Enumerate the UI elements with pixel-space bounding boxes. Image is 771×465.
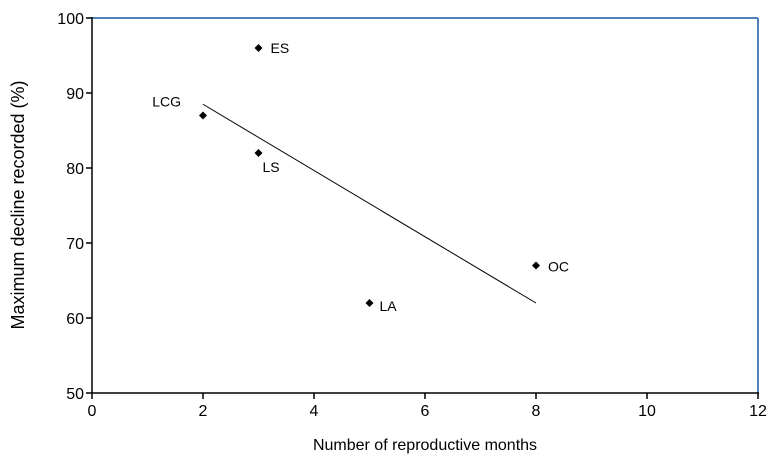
- point: [254, 44, 263, 52]
- point-label: LCG: [152, 94, 181, 110]
- point: [365, 299, 374, 307]
- y-tick-label: 60: [66, 311, 84, 328]
- point: [254, 149, 263, 157]
- y-tick-label: 80: [66, 161, 84, 178]
- y-axis-title: Maximum decline recorded (%): [8, 80, 28, 329]
- x-tick-label: 10: [638, 403, 656, 420]
- y-tick-label: 50: [66, 386, 84, 403]
- y-tick-label: 70: [66, 236, 84, 253]
- x-tick-label: 2: [199, 403, 208, 420]
- x-tick-label: 6: [421, 403, 430, 420]
- point: [532, 261, 540, 270]
- y-tick-label: 90: [66, 86, 84, 103]
- point-label: LA: [380, 298, 398, 314]
- trendline: [202, 103, 537, 304]
- point-label: ES: [271, 40, 290, 56]
- x-tick-label: 8: [532, 403, 541, 420]
- point-label: LS: [263, 159, 280, 175]
- x-tick-label: 0: [88, 403, 97, 420]
- x-tick-label: 12: [749, 403, 767, 420]
- point-label: OC: [548, 259, 569, 275]
- point: [199, 111, 207, 120]
- y-tick-label: 100: [57, 11, 84, 28]
- x-axis-title: Number of reproductive months: [313, 437, 537, 454]
- x-tick-label: 4: [310, 403, 319, 420]
